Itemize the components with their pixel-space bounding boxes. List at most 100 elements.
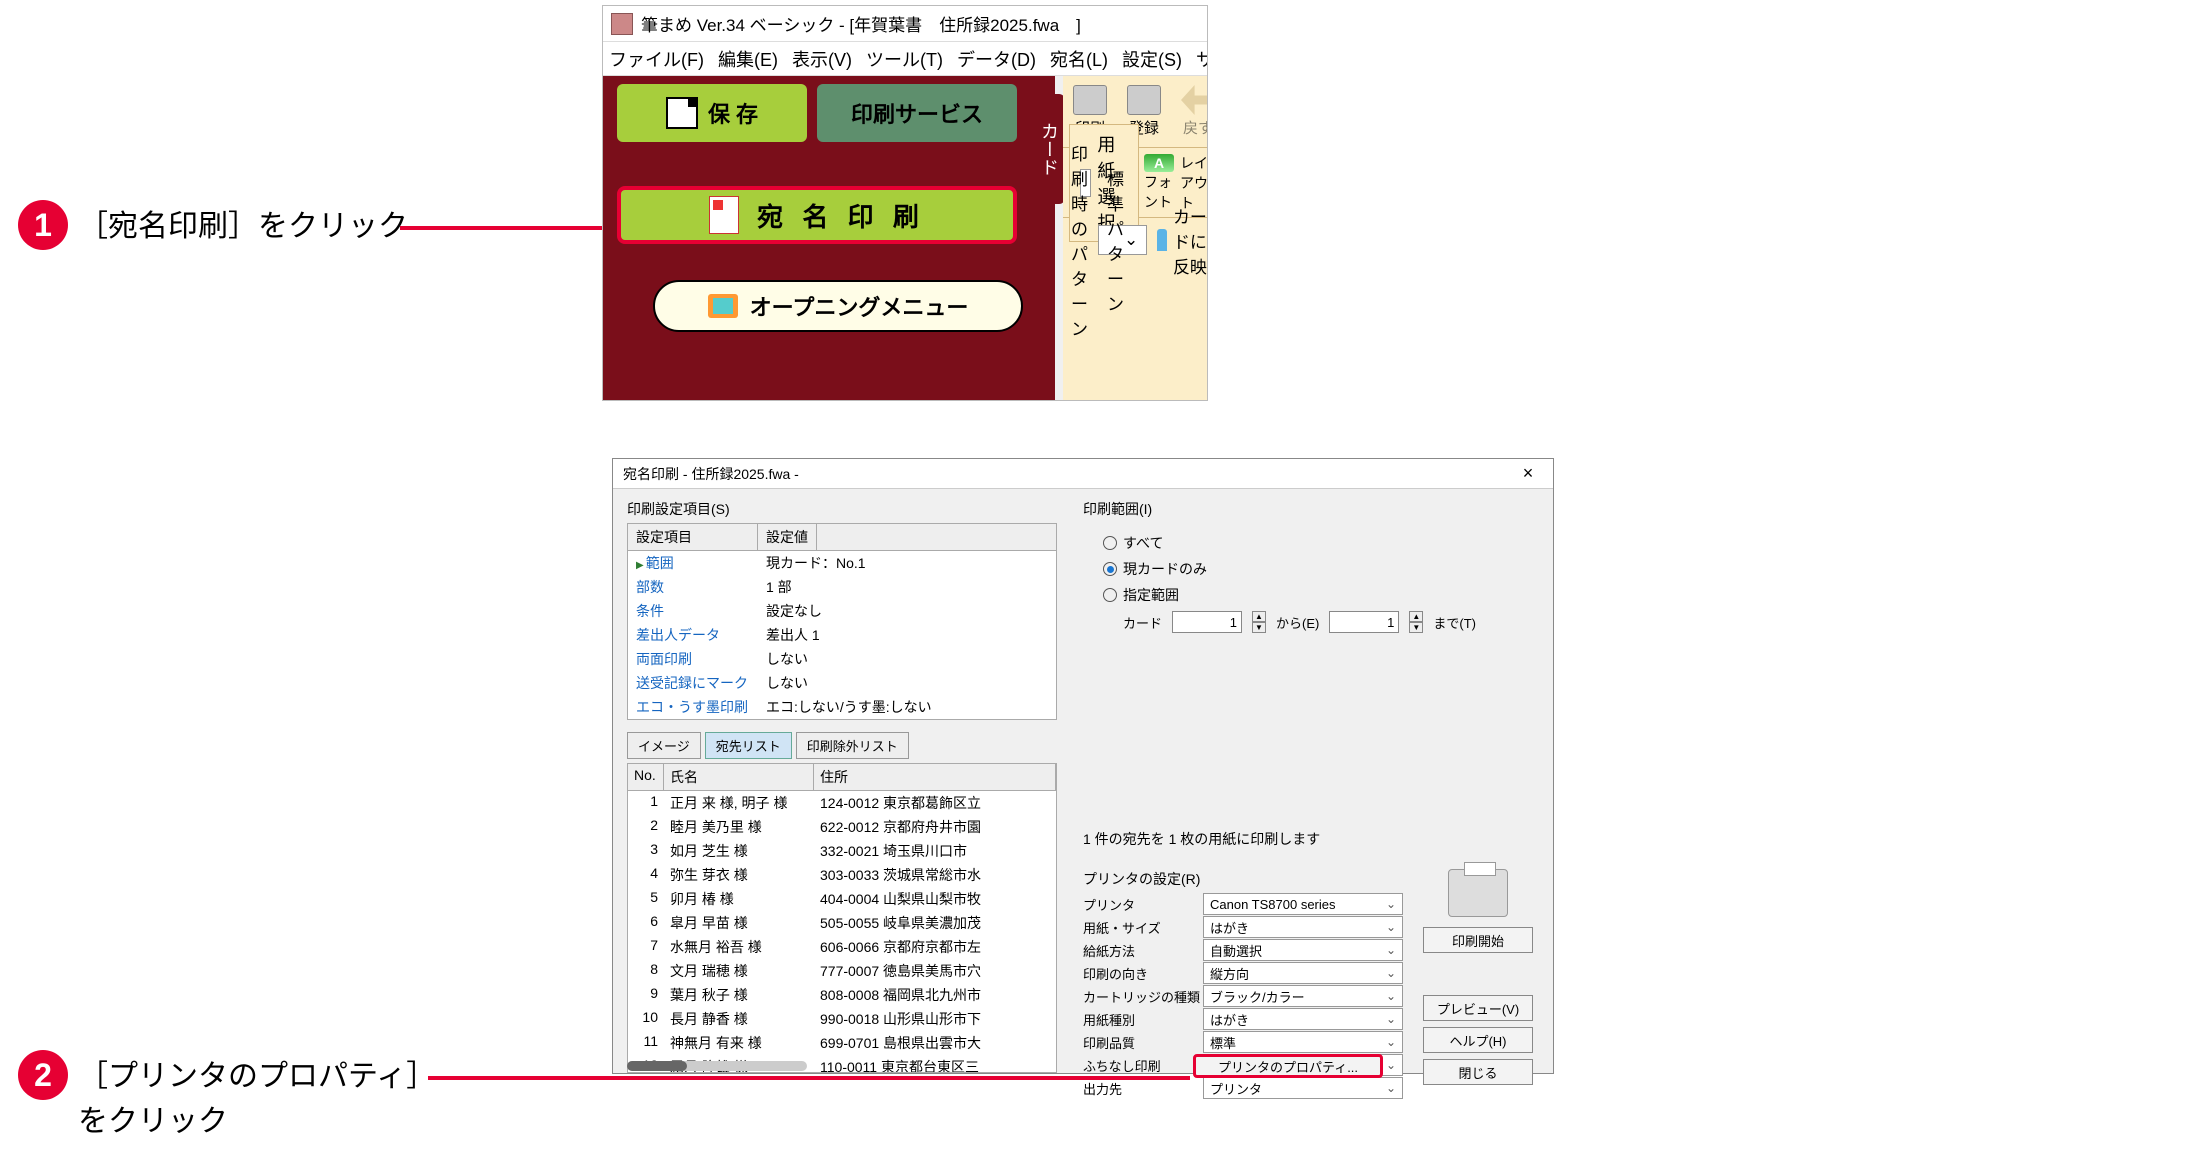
print-dialog: 宛名印刷 - 住所録2025.fwa - × 印刷設定項目(S) 設定項目 設定… bbox=[612, 458, 1554, 1074]
menu-file[interactable]: ファイル(F) bbox=[609, 46, 704, 72]
settings-row[interactable]: 部数1 部 bbox=[628, 575, 1056, 599]
postcard-icon bbox=[709, 196, 739, 234]
opening-menu-button[interactable]: オープニングメニュー bbox=[653, 280, 1023, 332]
reflect-button[interactable]: カードに反映 bbox=[1157, 203, 1208, 278]
callout-number-2: 2 bbox=[18, 1050, 68, 1100]
menu-atena[interactable]: 宛名(L) bbox=[1050, 46, 1108, 72]
callout-line-1 bbox=[400, 226, 610, 230]
printer-image-icon bbox=[1448, 869, 1508, 917]
tab-exclude[interactable]: 印刷除外リスト bbox=[796, 732, 909, 759]
print-service-button[interactable]: 印刷サービス bbox=[817, 84, 1017, 142]
printer-setting-row: 印刷の向き縦方向 bbox=[1083, 962, 1403, 984]
settings-col-2: 設定値 bbox=[758, 524, 817, 550]
save-label: 保 存 bbox=[708, 97, 758, 129]
spinner[interactable]: ▲▼ bbox=[1252, 611, 1266, 633]
setting-val: エコ:しない/うす墨:しない bbox=[758, 695, 940, 719]
settings-col-1: 設定項目 bbox=[628, 524, 758, 550]
setting-val: 差出人 1 bbox=[758, 623, 828, 647]
menu-view[interactable]: 表示(V) bbox=[792, 46, 852, 72]
radio-all[interactable]: すべて bbox=[1103, 533, 1523, 553]
setting-key: 差出人データ bbox=[628, 623, 758, 647]
help-button[interactable]: ヘルプ(H) bbox=[1423, 1027, 1533, 1053]
address-row[interactable]: 1正月 来 様, 明子 様124-0012 東京都葛飾区立 bbox=[628, 791, 1056, 815]
pattern-select[interactable]: 標準パターン⌄ bbox=[1098, 225, 1147, 255]
undo-button[interactable]: 戻す bbox=[1171, 76, 1208, 147]
card-tab-label: カード bbox=[1036, 122, 1062, 176]
settings-row[interactable]: 差出人データ差出人 1 bbox=[628, 623, 1056, 647]
tab-image[interactable]: イメージ bbox=[627, 732, 701, 759]
card-from-input[interactable]: 1 bbox=[1172, 611, 1242, 633]
printer-properties-button[interactable]: プリンタのプロパティ... bbox=[1193, 1054, 1383, 1078]
preview-button[interactable]: プレビュー(V) bbox=[1423, 995, 1533, 1021]
col-no: No. bbox=[628, 764, 664, 790]
settings-row[interactable]: 条件設定なし bbox=[628, 599, 1056, 623]
menu-edit[interactable]: 編集(E) bbox=[718, 46, 778, 72]
address-row[interactable]: 7水無月 裕吾 様606-0066 京都府京都市左 bbox=[628, 935, 1056, 959]
address-row[interactable]: 2睦月 美乃里 様622-0012 京都府舟井市園 bbox=[628, 815, 1056, 839]
app-icon bbox=[611, 13, 633, 35]
register-icon bbox=[1127, 85, 1161, 115]
scrollbar-horizontal[interactable] bbox=[627, 1061, 807, 1071]
card-label: カード bbox=[1123, 613, 1162, 632]
settings-row[interactable]: エコ・うす墨印刷エコ:しない/うす墨:しない bbox=[628, 695, 1056, 719]
col-addr: 住所 bbox=[814, 764, 1056, 790]
right-panel: 印刷 登録 戻す 取消 前へ 次へ フラップ 用紙選択 Aフォント レイアウト … bbox=[1063, 76, 1207, 401]
printer-value-select[interactable]: Canon TS8700 series bbox=[1203, 893, 1403, 915]
pattern-label: 印刷時のパターン bbox=[1071, 140, 1088, 340]
card-tab[interactable]: カード bbox=[1033, 94, 1065, 204]
callout-text-1: ［宛名印刷］をクリック bbox=[78, 204, 408, 249]
atena-print-button[interactable]: 宛 名 印 刷 bbox=[617, 186, 1017, 244]
address-row[interactable]: 4弥生 芽衣 様303-0033 茨城県常総市水 bbox=[628, 863, 1056, 887]
printer-value-select[interactable]: はがき bbox=[1203, 916, 1403, 938]
dialog-tabs: イメージ 宛先リスト 印刷除外リスト bbox=[627, 732, 1539, 759]
menu-service[interactable]: サービス(I) bbox=[1196, 46, 1208, 72]
tab-list[interactable]: 宛先リスト bbox=[705, 732, 792, 759]
address-row[interactable]: 3如月 芝生 様332-0021 埼玉県川口市 bbox=[628, 839, 1056, 863]
radio-specified[interactable]: 指定範囲 bbox=[1103, 585, 1523, 605]
card-to-input[interactable]: 1 bbox=[1329, 611, 1399, 633]
printer-setting-row: 出力先プリンタ bbox=[1083, 1077, 1403, 1099]
printer-value-select[interactable]: 自動選択 bbox=[1203, 939, 1403, 961]
close-dialog-button[interactable]: 閉じる bbox=[1423, 1059, 1533, 1085]
printer-value-select[interactable]: はがき bbox=[1203, 1008, 1403, 1030]
printer-value-select[interactable]: 標準 bbox=[1203, 1031, 1403, 1053]
menu-data[interactable]: データ(D) bbox=[957, 46, 1036, 72]
setting-val: 現カード：No.1 bbox=[758, 551, 874, 575]
range-label: 印刷範囲(I) bbox=[1083, 499, 1523, 519]
radio-current[interactable]: 現カードのみ bbox=[1103, 559, 1523, 579]
menu-tool[interactable]: ツール(T) bbox=[866, 46, 943, 72]
titlebar: 筆まめ Ver.34 ベーシック - [年賀葉書 住所録2025.fwa ] bbox=[603, 6, 1207, 42]
address-row[interactable]: 9葉月 秋子 様808-0008 福岡県北九州市 bbox=[628, 983, 1056, 1007]
setting-val: しない bbox=[758, 671, 816, 695]
radio-icon-checked bbox=[1103, 562, 1117, 576]
save-icon bbox=[666, 97, 698, 129]
printer-value-select[interactable]: ブラック/カラー bbox=[1203, 985, 1403, 1007]
settings-row[interactable]: 両面印刷しない bbox=[628, 647, 1056, 671]
address-row[interactable]: 5卯月 椿 様404-0004 山梨県山梨市牧 bbox=[628, 887, 1056, 911]
start-print-button[interactable]: 印刷開始 bbox=[1423, 927, 1533, 953]
setting-key: 部数 bbox=[628, 575, 758, 599]
printer-value-select[interactable]: プリンタ bbox=[1203, 1077, 1403, 1099]
close-button[interactable]: × bbox=[1513, 463, 1543, 484]
print-info: 1 件の宛先を 1 枚の用紙に印刷します bbox=[1083, 829, 1320, 849]
address-list: No. 氏名 住所 1正月 来 様, 明子 様124-0012 東京都葛飾区立2… bbox=[627, 763, 1057, 1073]
radio-icon bbox=[1103, 536, 1117, 550]
address-row[interactable]: 10長月 静香 様990-0018 山形県山形市下 bbox=[628, 1007, 1056, 1031]
settings-row[interactable]: 範囲現カード：No.1 bbox=[628, 551, 1056, 575]
print-service-label: 印刷サービス bbox=[851, 97, 983, 129]
printer-setting-row: プリンタCanon TS8700 series bbox=[1083, 893, 1403, 915]
settings-row[interactable]: 送受記録にマークしない bbox=[628, 671, 1056, 695]
settings-table: 設定項目 設定値 範囲現カード：No.1部数1 部条件設定なし差出人データ差出人… bbox=[627, 523, 1057, 720]
pattern-row: 印刷時のパターン 標準パターン⌄ カードに反映 bbox=[1063, 218, 1207, 262]
menu-settings[interactable]: 設定(S) bbox=[1122, 46, 1182, 72]
font-icon: A bbox=[1144, 154, 1174, 172]
opening-label: オープニングメニュー bbox=[750, 290, 969, 322]
range-panel: 印刷範囲(I) すべて 現カードのみ 指定範囲 カード 1 ▲▼ から(E) 1… bbox=[1083, 499, 1523, 643]
save-button[interactable]: 保 存 bbox=[617, 84, 807, 142]
printer-value-select[interactable]: 縦方向 bbox=[1203, 962, 1403, 984]
address-row[interactable]: 6皐月 早苗 様505-0055 岐阜県美濃加茂 bbox=[628, 911, 1056, 935]
address-row[interactable]: 8文月 瑞穂 様777-0007 徳島県美馬市穴 bbox=[628, 959, 1056, 983]
spinner[interactable]: ▲▼ bbox=[1409, 611, 1423, 633]
address-row[interactable]: 11神無月 有来 様699-0701 島根県出雲市大 bbox=[628, 1031, 1056, 1055]
printer-setting-row: 用紙種別はがき bbox=[1083, 1008, 1403, 1030]
